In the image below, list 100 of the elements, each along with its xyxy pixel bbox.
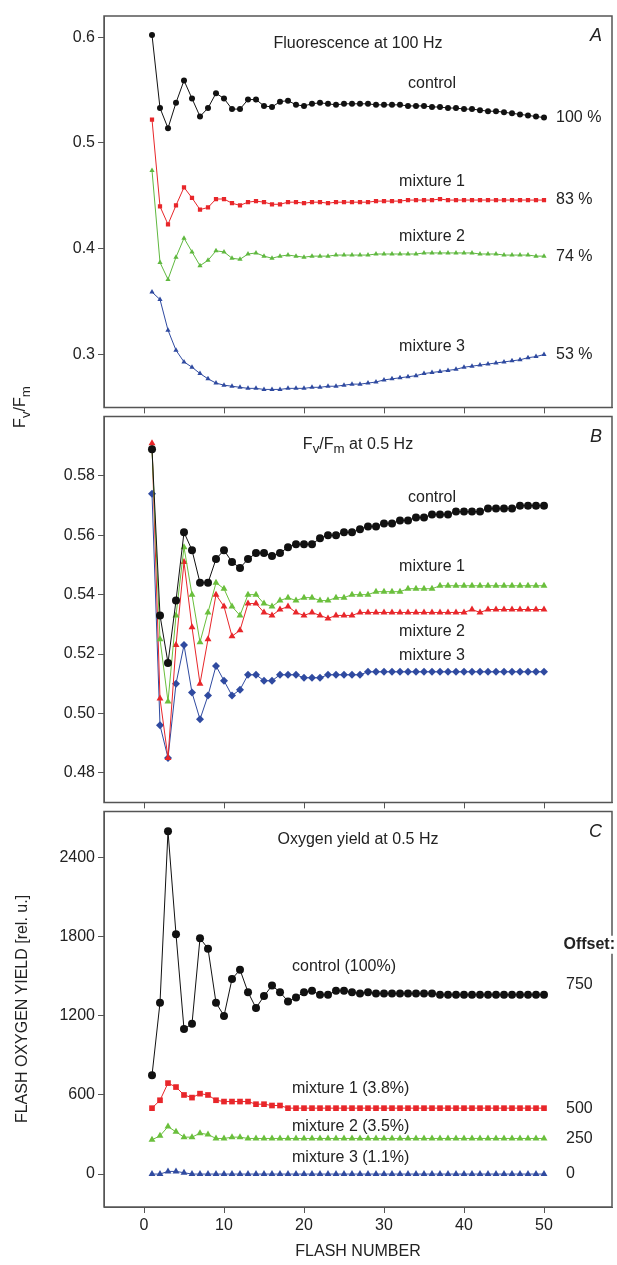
point <box>228 1133 236 1140</box>
point <box>460 1170 468 1177</box>
point <box>516 501 524 510</box>
point <box>492 504 500 513</box>
point <box>404 667 412 676</box>
point <box>349 252 355 257</box>
point <box>325 253 331 258</box>
point <box>180 1025 188 1034</box>
x-tick-label: 0 <box>139 1216 149 1234</box>
point <box>532 667 540 676</box>
point <box>269 1102 275 1109</box>
point <box>412 989 420 998</box>
point <box>525 112 531 119</box>
point <box>157 296 163 301</box>
point <box>500 1170 508 1177</box>
point <box>189 95 195 102</box>
point <box>325 100 331 107</box>
point <box>260 992 268 1001</box>
point <box>277 1102 283 1109</box>
point <box>197 1090 203 1097</box>
point <box>197 207 203 212</box>
point <box>212 590 220 597</box>
point <box>172 596 180 605</box>
point <box>316 673 324 682</box>
point <box>292 993 300 1002</box>
point <box>252 590 260 597</box>
point <box>253 96 259 103</box>
point <box>541 351 547 357</box>
point <box>237 384 243 389</box>
point <box>333 252 339 257</box>
point <box>516 1170 524 1177</box>
point <box>437 368 443 373</box>
point <box>157 105 163 112</box>
point <box>421 1105 427 1111</box>
point <box>373 379 379 384</box>
point <box>188 1170 196 1177</box>
point <box>348 590 356 597</box>
point <box>348 1170 356 1177</box>
point <box>180 1133 188 1140</box>
point <box>188 546 196 555</box>
point <box>165 276 171 281</box>
point <box>325 1105 331 1111</box>
point <box>348 988 356 997</box>
x-axis-title: FLASH NUMBER <box>295 1241 421 1259</box>
point <box>341 382 347 387</box>
point <box>149 1105 155 1111</box>
y-tick-label: 0.48 <box>63 763 96 781</box>
point <box>213 380 219 385</box>
point <box>196 1170 204 1177</box>
point <box>397 101 403 108</box>
point <box>453 366 459 371</box>
point <box>477 107 483 114</box>
point <box>533 1105 539 1111</box>
series-label: mixture 2 <box>399 227 465 245</box>
point <box>405 1105 411 1111</box>
point <box>500 990 508 999</box>
point <box>421 370 427 376</box>
point <box>229 383 235 388</box>
point <box>397 251 403 256</box>
annotation: A <box>588 25 602 45</box>
point <box>316 990 324 999</box>
point <box>220 1011 228 1020</box>
point <box>332 1170 340 1177</box>
y-tick-label: 0.5 <box>72 133 96 151</box>
point <box>261 386 267 391</box>
point <box>204 1130 212 1137</box>
point <box>196 715 204 724</box>
point <box>308 673 316 682</box>
point <box>517 252 523 257</box>
point <box>228 602 236 609</box>
x-tick-label: 10 <box>215 1216 233 1234</box>
point <box>276 670 284 679</box>
point <box>333 383 339 388</box>
point <box>204 1170 212 1177</box>
point <box>173 254 179 259</box>
point <box>517 1105 523 1111</box>
point <box>476 667 484 676</box>
point <box>380 1170 388 1177</box>
point <box>148 1071 156 1080</box>
point <box>436 1170 444 1177</box>
point <box>196 679 204 686</box>
point <box>485 1105 491 1111</box>
point <box>356 525 364 534</box>
point <box>277 253 283 258</box>
point <box>484 667 492 676</box>
point <box>413 1105 419 1111</box>
point <box>468 581 476 588</box>
point <box>245 251 251 256</box>
point <box>364 590 372 597</box>
series-label: control (100%) <box>292 956 397 974</box>
point <box>444 581 452 588</box>
point <box>484 990 492 999</box>
point <box>173 99 179 106</box>
point <box>212 578 220 585</box>
point <box>268 1170 276 1177</box>
point <box>220 546 228 555</box>
y-tick-label: 1200 <box>59 1006 96 1024</box>
point <box>532 1170 540 1177</box>
point <box>476 581 484 588</box>
point <box>284 543 292 552</box>
